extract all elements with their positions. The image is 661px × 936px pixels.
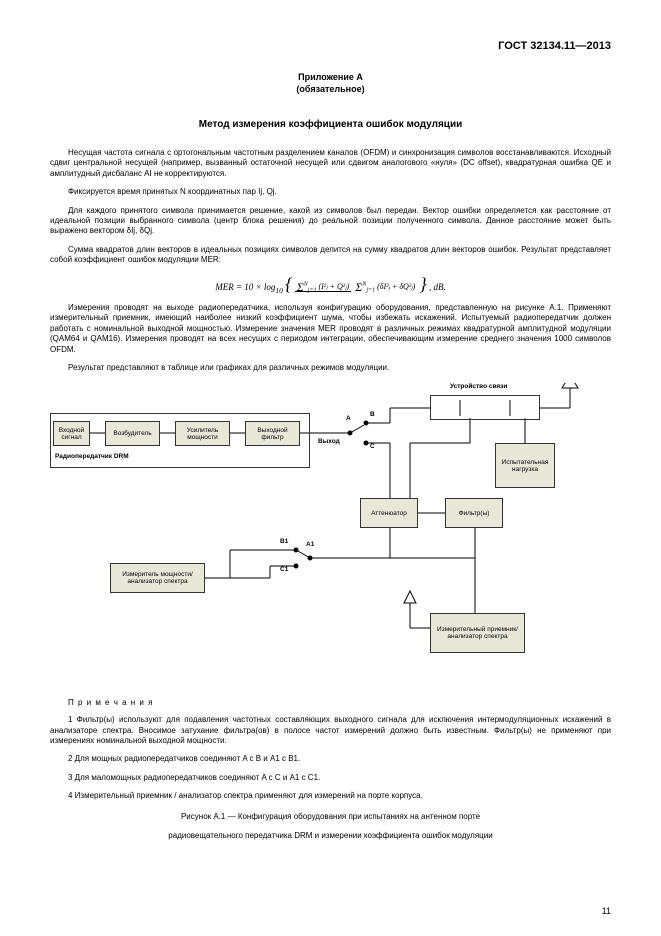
doc-id: ГОСТ 32134.11—2013 xyxy=(50,40,611,52)
txgroup-label: Радиопередатчик DRM xyxy=(55,453,129,460)
note-2: 2 Для мощных радиопередатчиков соединяют… xyxy=(50,754,611,764)
label-b1: B1 xyxy=(280,538,288,545)
note-1: 1 Фильтр(ы) используют для подавления ча… xyxy=(50,715,611,746)
label-c1: C1 xyxy=(280,566,288,573)
block-input: Входной сигнал xyxy=(53,421,90,446)
formula-num: (I²ⱼ + Q²ⱼ) xyxy=(318,282,349,291)
note-4: 4 Измерительный приемник / анализатор сп… xyxy=(50,791,611,801)
block-exciter: Возбудитель xyxy=(105,421,160,446)
label-a: A xyxy=(346,415,351,422)
coupler-label: Устройство связи xyxy=(450,383,507,390)
note-3: 3 Для маломощных радиопередатчиков соеди… xyxy=(50,773,611,783)
label-c: C xyxy=(370,443,375,450)
formula: MER = 10 × log10 { ΣNj=1 (I²ⱼ + Q²ⱼ) ΣNj… xyxy=(50,274,611,295)
label-b: B xyxy=(370,411,375,418)
label-output: Выход xyxy=(318,438,340,445)
block-diagram: Входной сигнал Возбудитель Усилитель мощ… xyxy=(50,383,611,688)
formula-sub: 10 xyxy=(275,285,283,294)
block-amp: Усилитель мощности xyxy=(175,421,230,446)
block-filters: Фильтр(ы) xyxy=(445,498,503,528)
para-6: Результат представляют в таблице или гра… xyxy=(50,363,611,373)
notes-header: П р и м е ч а н и я xyxy=(50,698,611,707)
block-receiver: Измерительный приемник/анализатор спектр… xyxy=(430,613,525,653)
formula-unit: , dB. xyxy=(429,282,446,292)
page-number: 11 xyxy=(602,906,611,916)
coupler-frame xyxy=(430,395,540,420)
para-5: Измерения проводят на выходе радиопереда… xyxy=(50,303,611,355)
label-a1: A1 xyxy=(306,541,314,548)
formula-lhs: MER = 10 × log xyxy=(215,282,275,292)
section-title: Метод измерения коэффициента ошибок моду… xyxy=(50,119,611,130)
block-load: Испытательная нагрузка xyxy=(495,443,555,488)
appendix-label: Приложение А xyxy=(50,72,611,82)
para-4: Сумма квадратов длин векторов в идеальны… xyxy=(50,245,611,266)
appendix-type: (обязательное) xyxy=(50,84,611,94)
formula-den: (δI²ⱼ + δQ²ⱼ) xyxy=(377,282,415,291)
block-meter: Измеритель мощности/ анализатор спектра xyxy=(110,563,205,593)
block-atten: Аттенюатор xyxy=(360,498,418,528)
figure-caption-2: радиовещательного передатчика DRM и изме… xyxy=(50,831,611,840)
para-1: Несущая частота сигнала с ортогональным … xyxy=(50,148,611,179)
block-outfilter: Выходной фильтр xyxy=(245,421,300,446)
para-2: Фиксируется время принятых N координатны… xyxy=(50,187,611,197)
figure-caption-1: Рисунок А.1 — Конфигурация оборудования … xyxy=(50,812,611,821)
para-3: Для каждого принятого символа принимаетс… xyxy=(50,206,611,237)
